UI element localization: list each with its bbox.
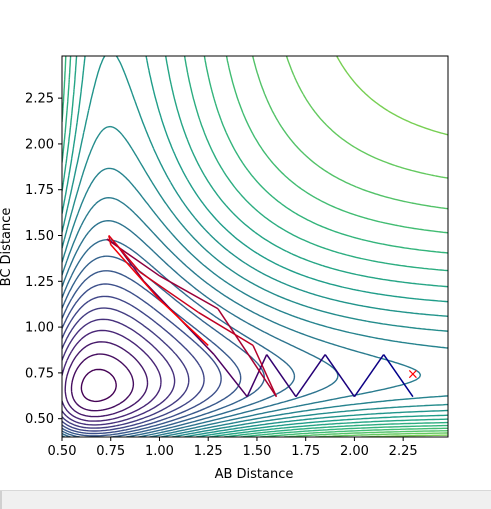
- contour-level: [62, 255, 265, 437]
- trajectory-segment: [266, 354, 297, 398]
- x-axis-label: AB Distance: [215, 467, 294, 482]
- trajectory-segment: [158, 299, 209, 346]
- contour-level: [62, 295, 205, 432]
- x-tick-label: 1.25: [194, 444, 223, 459]
- contour-level: [62, 283, 222, 435]
- y-tick-label: 1.75: [25, 183, 54, 198]
- y-axis-ticks: 0.50 0.75 1.00 1.25 1.50 1.75 2.00 2.25: [25, 92, 62, 427]
- contour-level: [70, 353, 135, 412]
- trajectory-segment: [139, 271, 199, 314]
- contour-level: [62, 270, 242, 437]
- trajectory-segment: [383, 354, 414, 398]
- trajectory-segment: [108, 235, 141, 273]
- y-tick-label: 1.50: [25, 229, 54, 244]
- trajectory-segment: [159, 275, 219, 310]
- contour-level: [62, 220, 339, 437]
- x-axis-ticks: 0.50 0.75 1.00 1.25 1.50 1.75 2.00 2.25: [48, 437, 418, 459]
- x-tick-label: 1.75: [291, 444, 320, 459]
- trajectory-segment: [108, 235, 112, 245]
- trajectory-segment: [198, 311, 254, 347]
- trajectory-segment: [324, 354, 356, 398]
- trajectory-segment: [246, 354, 268, 398]
- x-tick-label: 2.00: [340, 444, 369, 459]
- contour-level: [62, 318, 176, 426]
- y-axis-label: BC Distance: [0, 208, 14, 287]
- trajectory-segment: [106, 238, 160, 277]
- contour-level: [62, 239, 296, 437]
- y-tick-label: 1.00: [25, 321, 54, 336]
- x-tick-label: 0.50: [48, 444, 77, 459]
- trajectory-segment: [110, 244, 161, 301]
- trajectory-segment: [217, 308, 278, 398]
- trajectory-end-marker: ×: [407, 367, 419, 383]
- contour-level: [80, 368, 117, 403]
- y-tick-label: 0.50: [25, 412, 54, 427]
- x-tick-label: 2.25: [389, 444, 418, 459]
- plot-frame: [61, 55, 449, 438]
- contour-level: [64, 341, 149, 418]
- y-tick-label: 1.25: [25, 275, 54, 290]
- y-tick-label: 0.75: [25, 366, 54, 381]
- toolbar-divider: [0, 491, 2, 509]
- x-tick-label: 1.50: [242, 444, 271, 459]
- contour-level: [62, 329, 162, 422]
- contour-level: [62, 167, 448, 437]
- trajectory-segment: [252, 345, 278, 398]
- x-tick-label: 1.00: [145, 444, 174, 459]
- trajectory-segment: [295, 354, 326, 398]
- window-toolbar-strip: [0, 490, 491, 509]
- y-tick-label: 2.00: [25, 137, 54, 152]
- trajectory-path: [106, 235, 414, 398]
- y-tick-label: 2.25: [25, 92, 54, 107]
- trajectory-segment: [353, 354, 385, 398]
- x-tick-label: 0.75: [96, 444, 125, 459]
- trajectory-segment: [213, 354, 248, 398]
- figure: × 0.50 0.75 1.00 1.25 1.50 1.75 2.00 2.25 0.500…: [0, 55, 449, 482]
